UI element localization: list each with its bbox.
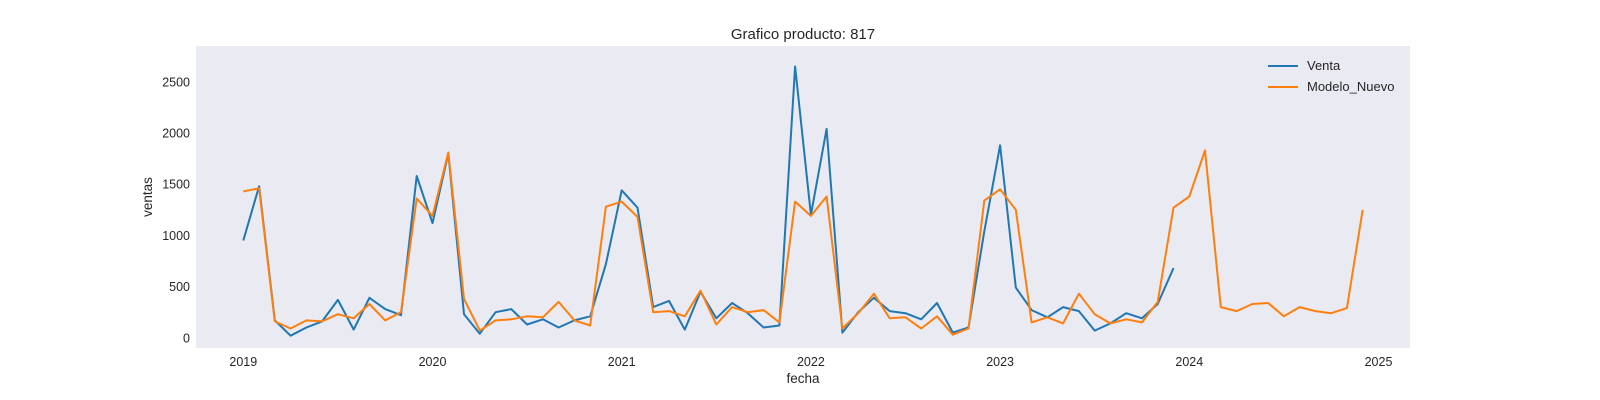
- legend: Venta Modelo_Nuevo: [1268, 58, 1394, 94]
- y-tick-label: 1000: [162, 229, 190, 243]
- x-tick-label: 2019: [229, 355, 257, 369]
- x-axis-label: fecha: [786, 371, 820, 386]
- y-tick-label: 0: [183, 331, 190, 345]
- y-tick-label: 2500: [162, 75, 190, 89]
- x-tick-label: 2022: [797, 355, 825, 369]
- x-tick-label: 2023: [986, 355, 1014, 369]
- x-tick-label: 2020: [419, 355, 447, 369]
- x-tick-label: 2021: [608, 355, 636, 369]
- series-layer: [242, 65, 1364, 337]
- plot-area: [196, 46, 1410, 348]
- legend-label-venta: Venta: [1307, 58, 1341, 73]
- legend-label-modelo-nuevo: Modelo_Nuevo: [1307, 79, 1394, 94]
- x-tick-label: 2024: [1175, 355, 1203, 369]
- y-tick-label: 1500: [162, 178, 190, 192]
- x-tick-label: 2025: [1365, 355, 1393, 369]
- y-axis-label: ventas: [140, 177, 155, 217]
- x-axis-ticks: 2019 2020 2021 2022 2023 2024 2025: [229, 355, 1392, 369]
- series-line-modelo-nuevo: [243, 149, 1364, 336]
- y-tick-label: 2000: [162, 127, 190, 141]
- y-axis-ticks: 0 500 1000 1500 2000 2500: [162, 75, 190, 345]
- y-tick-label: 500: [169, 280, 190, 294]
- chart-title: Grafico producto: 817: [731, 26, 875, 43]
